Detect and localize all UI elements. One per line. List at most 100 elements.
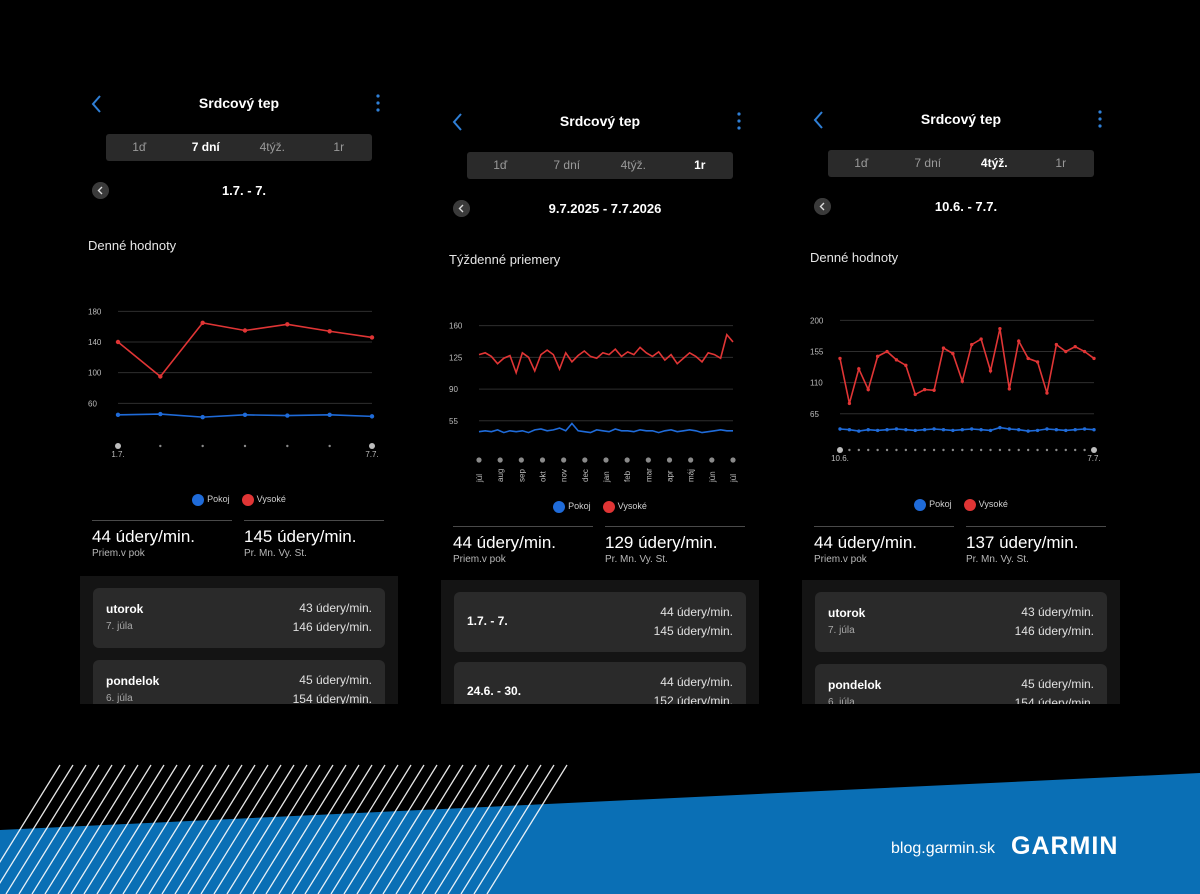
previous-period-icon[interactable] [92, 182, 109, 199]
data-point [941, 427, 946, 432]
list-item[interactable]: 24.6. - 30. 44 údery/min. 152 údery/min. [454, 662, 746, 704]
x-axis-dot [1008, 448, 1011, 452]
data-point [1045, 427, 1049, 431]
data-point [1054, 427, 1059, 432]
x-axis-dot [979, 448, 983, 452]
data-point [1035, 428, 1040, 433]
back-arrow-icon[interactable] [90, 92, 104, 116]
legend-dot-rest [553, 501, 566, 513]
previous-period-icon[interactable] [453, 200, 470, 217]
x-tick-label: máj [687, 469, 696, 482]
stripe [330, 764, 412, 894]
x-axis-dot [688, 457, 694, 463]
list-item[interactable]: pondelok 6. júla 45 údery/min. 154 údery/mi… [93, 660, 385, 704]
x-tick-label: júl [729, 474, 738, 483]
item-title: pondelok [828, 678, 882, 692]
blog-url[interactable]: blog.garmin.sk [891, 840, 996, 857]
data-point [932, 388, 936, 392]
date-range-nav: 10.6. - 7.7. [812, 197, 1120, 217]
stat-value: 145 údery/min. [244, 527, 357, 546]
tab-0[interactable]: 1ď [132, 140, 147, 154]
data-point [922, 387, 927, 392]
stripe [317, 764, 399, 894]
tab-1[interactable]: 7 dní [914, 156, 942, 170]
y-tick-label: 110 [810, 379, 823, 388]
x-tick-label: nov [560, 469, 569, 482]
tab-2[interactable]: 4týž. [980, 156, 1008, 170]
series-line-high [478, 332, 734, 376]
stat-value: 44 údery/min. [453, 533, 556, 552]
tab-0[interactable]: 1ď [854, 156, 869, 170]
garmin-logo: GARMIN [1011, 832, 1119, 860]
x-axis-dot [932, 448, 936, 452]
y-tick-label: 140 [88, 338, 102, 347]
stripe [473, 764, 555, 894]
data-point [951, 351, 955, 356]
data-point [875, 428, 880, 433]
tab-1[interactable]: 7 dní [553, 158, 581, 172]
date-range-label: 1.7. - 7. [221, 183, 267, 198]
x-axis-dot [942, 448, 945, 452]
item-title: 1.7. - 7. [467, 614, 508, 628]
data-point [1064, 349, 1068, 354]
data-point [857, 367, 861, 371]
list-item[interactable]: pondelok 6. júla 45 údery/min. 154 údery/mi… [815, 664, 1107, 704]
data-point [988, 428, 993, 433]
data-point [904, 363, 908, 368]
list-item[interactable]: 1.7. - 7. 44 údery/min. 145 údery/min. [454, 592, 746, 652]
summary-stats: 44 údery/min. Priem.v pok 145 údery/min. Pr… [92, 520, 386, 570]
data-point [1082, 427, 1087, 431]
tab-3[interactable]: 1r [694, 158, 706, 172]
x-tick-label: mar [644, 468, 653, 482]
x-axis-dot [1083, 448, 1086, 452]
stat-block: 137 údery/min. Pr. Mn. Vy. St. [966, 526, 1106, 565]
tab-3[interactable]: 1r [1055, 156, 1067, 170]
more-menu-icon[interactable] [1098, 110, 1102, 128]
page-title: Srdcový tep [559, 113, 641, 129]
date-range-nav: 9.7.2025 - 7.7.2026 [451, 199, 759, 219]
x-axis-dot [1064, 448, 1067, 452]
stat-label: Priem.v pok [814, 554, 867, 565]
data-point [838, 356, 842, 361]
previous-period-icon[interactable] [814, 198, 831, 215]
data-point [857, 429, 861, 433]
item-date: 6. júla [828, 697, 855, 704]
more-menu-icon[interactable] [376, 94, 380, 112]
legend-dot-high [602, 501, 615, 513]
data-point [979, 337, 983, 341]
phone-screen: Srdcový tep 1ď 7 dní 4týž. 1r 10.6. - 7.7. Den… [802, 102, 1120, 704]
chart-legend: Pokoj Vysoké [802, 499, 1120, 511]
data-point [894, 358, 899, 362]
item-high-value: 154 údery/min. [1014, 696, 1094, 704]
x-axis-dot [328, 444, 331, 448]
stripe [408, 764, 490, 894]
tab-2[interactable]: 4týž. [620, 158, 646, 172]
x-axis-dot [476, 457, 482, 463]
back-arrow-icon[interactable] [451, 110, 465, 134]
stripe [486, 764, 568, 894]
y-tick-label: 60 [88, 399, 97, 408]
page-title: Srdcový tep [198, 95, 280, 111]
data-point [1017, 427, 1021, 432]
list-item[interactable]: utorok 7. júla 43 údery/min. 146 údery/min. [93, 588, 385, 648]
tab-1[interactable]: 7 dní [191, 140, 220, 154]
legend-item-high: Vysoké [963, 499, 1008, 511]
back-arrow-icon[interactable] [812, 108, 826, 132]
data-point [1073, 344, 1077, 349]
more-menu-icon[interactable] [737, 112, 741, 130]
header: Srdcový tep [441, 104, 759, 144]
data-point [1092, 427, 1096, 432]
list-item[interactable]: utorok 7. júla 43 údery/min. 146 údery/min. [815, 592, 1107, 652]
stripe [356, 764, 438, 894]
stripe [369, 764, 451, 894]
data-point [998, 425, 1002, 430]
x-axis-dot [1073, 448, 1077, 452]
tab-2[interactable]: 4týž. [259, 140, 285, 154]
data-point [951, 428, 955, 433]
data-point [369, 414, 375, 419]
section-title: Týždenné priemery [449, 252, 561, 267]
legend-dot-high [241, 494, 254, 506]
tab-3[interactable]: 1r [333, 140, 345, 154]
tab-0[interactable]: 1ď [493, 158, 508, 172]
item-title: utorok [106, 602, 144, 616]
